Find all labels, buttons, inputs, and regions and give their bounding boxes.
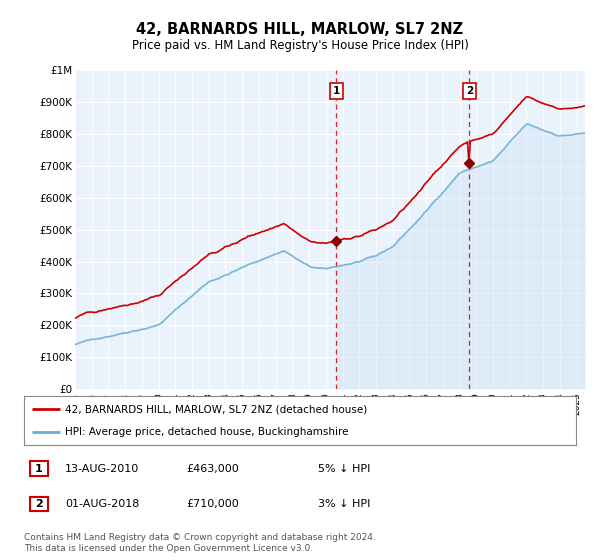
Text: 42, BARNARDS HILL, MARLOW, SL7 2NZ (detached house): 42, BARNARDS HILL, MARLOW, SL7 2NZ (deta… [65, 404, 368, 414]
Text: 1: 1 [35, 464, 43, 474]
Text: £710,000: £710,000 [186, 499, 239, 509]
Text: 01-AUG-2018: 01-AUG-2018 [65, 499, 139, 509]
Text: 5% ↓ HPI: 5% ↓ HPI [318, 464, 370, 474]
Text: Price paid vs. HM Land Registry's House Price Index (HPI): Price paid vs. HM Land Registry's House … [131, 39, 469, 52]
Text: 3% ↓ HPI: 3% ↓ HPI [318, 499, 370, 509]
Text: 2: 2 [466, 86, 473, 96]
Text: 42, BARNARDS HILL, MARLOW, SL7 2NZ: 42, BARNARDS HILL, MARLOW, SL7 2NZ [136, 22, 464, 38]
Text: 1: 1 [332, 86, 340, 96]
Text: 13-AUG-2010: 13-AUG-2010 [65, 464, 139, 474]
Text: 2: 2 [35, 499, 43, 509]
Text: Contains HM Land Registry data © Crown copyright and database right 2024.
This d: Contains HM Land Registry data © Crown c… [24, 533, 376, 553]
Text: £463,000: £463,000 [186, 464, 239, 474]
Text: HPI: Average price, detached house, Buckinghamshire: HPI: Average price, detached house, Buck… [65, 427, 349, 437]
